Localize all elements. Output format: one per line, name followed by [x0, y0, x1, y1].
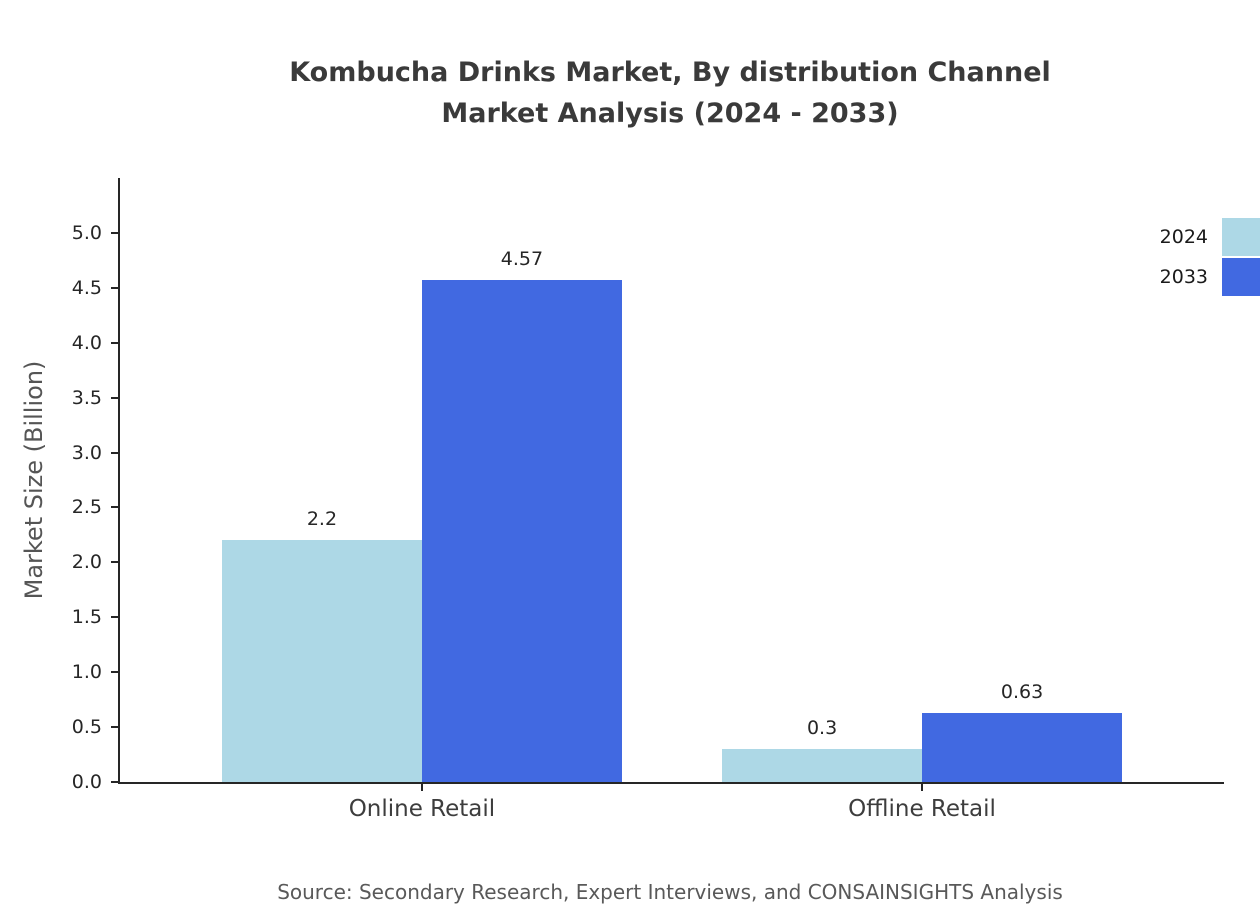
bar-value-label: 4.57: [500, 248, 544, 271]
y-tick-mark: [111, 726, 120, 729]
y-tick-label: 1.5: [71, 606, 102, 629]
chart-subtitle: Market Analysis (2024 - 2033): [441, 98, 899, 129]
bar-value-label: 2.2: [306, 508, 338, 531]
y-tick-label: 3.0: [71, 441, 102, 464]
chart-title: Kombucha Drinks Market, By distribution …: [289, 57, 1051, 88]
y-axis-title: Market Size (Billion): [20, 360, 48, 600]
category-label: Online Retail: [348, 796, 496, 822]
legend-label: 2024: [1159, 226, 1208, 248]
category-label: Offline Retail: [848, 796, 996, 822]
bar-value-label: 0.63: [1000, 680, 1044, 703]
y-tick-mark: [111, 781, 120, 783]
y-tick-label: 4.5: [71, 276, 102, 299]
y-tick-mark: [111, 671, 120, 674]
chart-title-block: Kombucha Drinks Market, By distribution …: [0, 52, 1260, 134]
y-tick-mark: [111, 616, 120, 619]
x-tick-mark: [420, 782, 423, 791]
y-tick-mark: [111, 286, 120, 289]
y-tick-label: 4.0: [71, 331, 102, 354]
source-note: Source: Secondary Research, Expert Inter…: [277, 880, 1063, 904]
y-tick-mark: [111, 231, 120, 234]
y-tick-mark: [111, 341, 120, 344]
y-tick-label: 2.0: [71, 551, 102, 574]
y-tick-label: 2.5: [71, 496, 102, 519]
bar-2033-online-retail: [421, 280, 622, 782]
x-tick-mark: [921, 782, 924, 791]
legend-swatch: [1222, 218, 1260, 256]
y-tick-label: 0.0: [71, 771, 102, 793]
legend-item: 2033: [1160, 258, 1260, 296]
y-tick-mark: [111, 451, 120, 454]
y-tick-mark: [111, 506, 120, 509]
bar-value-label: 0.3: [806, 717, 838, 740]
bar-2033-offline-retail: [922, 712, 1123, 782]
y-tick-label: 3.5: [71, 386, 102, 409]
y-tick-mark: [111, 396, 120, 399]
plot-area: 0.0 0.5 1.0 1.5 2.0 2.5 3.0 3.5 4.0 4.5 5.0 Online …: [72, 178, 1224, 822]
bar-2024-online-retail: [221, 540, 422, 782]
legend: 2024 2033: [1160, 218, 1260, 298]
y-tick-label: 0.5: [71, 716, 102, 739]
legend-item: 2024: [1160, 218, 1260, 256]
y-tick-mark: [111, 561, 120, 564]
y-tick-label: 5.0: [71, 221, 102, 244]
y-tick-label: 1.0: [71, 661, 102, 684]
legend-swatch: [1222, 258, 1260, 296]
legend-label: 2033: [1159, 266, 1208, 288]
bar-2024-offline-retail: [722, 749, 923, 782]
